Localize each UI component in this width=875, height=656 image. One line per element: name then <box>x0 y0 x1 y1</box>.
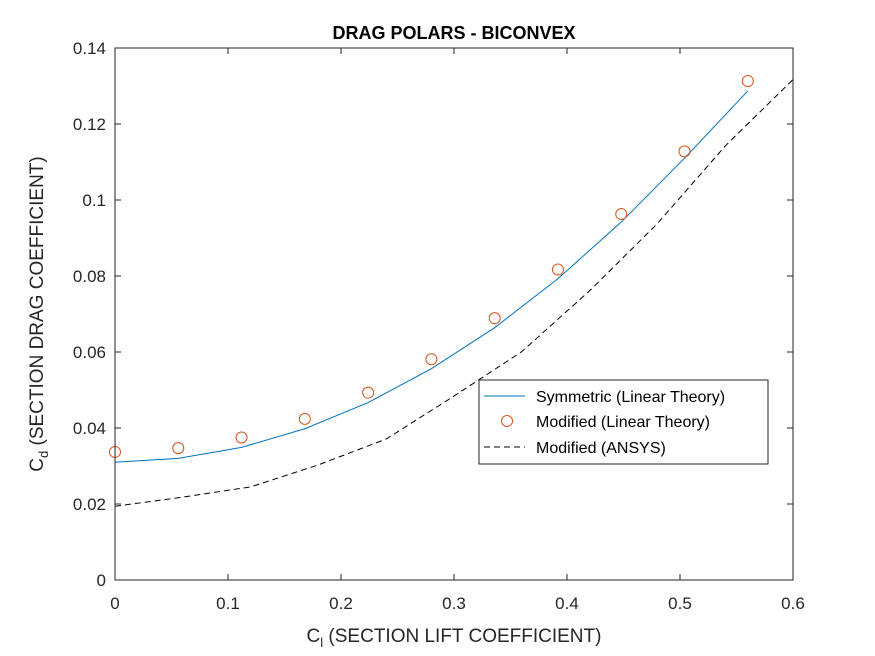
data-point-modified-linear <box>235 431 248 444</box>
data-point-modified-linear <box>298 412 311 425</box>
x-axis-label: Cl (SECTION LIFT COEFFICIENT) <box>307 626 602 650</box>
x-axis-label-text: (SECTION LIFT COEFFICIENT) <box>323 626 601 647</box>
data-point-modified-linear <box>615 208 628 221</box>
chart-title: DRAG POLARS - BICONVEX <box>332 23 575 43</box>
legend-label-symmetric-linear: Symmetric (Linear Theory) <box>536 389 725 406</box>
series-line-modified-ansys <box>114 79 794 507</box>
y-axis-label: Cd (SECTION DRAG COEFFICIENT) <box>27 156 51 471</box>
x-tick-label: 0.5 <box>668 594 692 613</box>
data-point-modified-linear <box>551 263 564 276</box>
y-tick-label: 0.06 <box>73 343 106 362</box>
data-point-modified-linear <box>678 145 691 158</box>
data-point-modified-linear <box>362 386 375 399</box>
y-tick-label: 0 <box>97 571 106 590</box>
y-axis-label-subscript: d <box>36 451 51 458</box>
x-axis-label-subscript: l <box>320 635 323 650</box>
y-axis: 0 0.02 0.04 0.06 0.08 0.1 0.12 0.14 <box>73 39 793 590</box>
x-axis: 0 0.1 0.2 0.3 0.4 0.5 0.6 <box>110 48 805 613</box>
y-axis-label-main: C <box>27 458 48 472</box>
y-tick-label: 0.08 <box>73 267 106 286</box>
y-axis-label-text: (SECTION DRAG COEFFICIENT) <box>27 156 48 451</box>
data-point-modified-linear <box>741 75 754 88</box>
plot-area <box>115 48 793 580</box>
x-tick-label: 0 <box>110 594 119 613</box>
legend-label-modified-linear: Modified (Linear Theory) <box>536 414 710 431</box>
y-tick-label: 0.02 <box>73 495 106 514</box>
x-tick-label: 0.2 <box>329 594 353 613</box>
data-point-modified-linear <box>488 312 501 325</box>
x-axis-label-main: C <box>307 626 321 647</box>
y-tick-label: 0.04 <box>73 419 106 438</box>
legend: Symmetric (Linear Theory) Modified (Line… <box>478 379 769 465</box>
legend-box <box>478 379 769 465</box>
legend-swatch-modified-linear <box>501 415 513 427</box>
data-point-modified-linear <box>172 442 185 455</box>
y-tick-label: 0.1 <box>82 191 106 210</box>
x-tick-label: 0.6 <box>781 594 805 613</box>
x-tick-label: 0.1 <box>216 594 240 613</box>
legend-label-modified-ansys: Modified (ANSYS) <box>536 440 666 457</box>
data-point-modified-linear <box>425 353 438 366</box>
y-tick-label: 0.14 <box>73 39 106 58</box>
x-tick-label: 0.4 <box>555 594 579 613</box>
plot-content <box>109 75 794 507</box>
x-tick-label: 0.3 <box>442 594 466 613</box>
y-tick-label: 0.12 <box>73 115 106 134</box>
series-line-symmetric-linear <box>114 90 749 463</box>
